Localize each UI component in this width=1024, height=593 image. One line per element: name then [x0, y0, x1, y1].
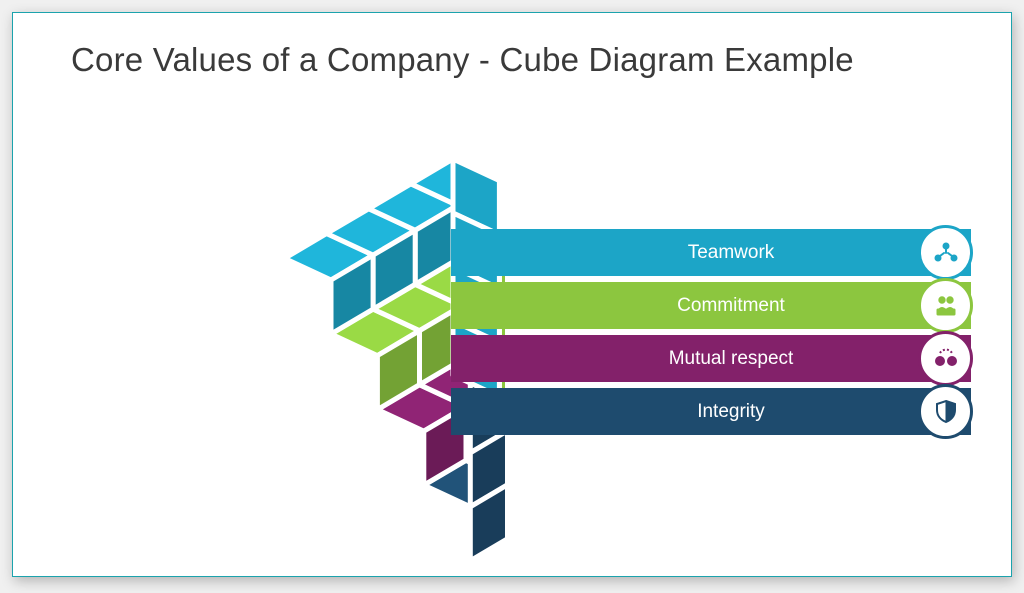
value-bar-label: Teamwork: [688, 242, 775, 264]
teamwork-icon: [918, 225, 973, 280]
value-bar: Teamwork: [451, 229, 971, 276]
value-bar-label: Integrity: [697, 401, 765, 423]
value-bar-label: Commitment: [677, 295, 785, 317]
page-title: Core Values of a Company - Cube Diagram …: [71, 41, 854, 79]
value-bar: Integrity: [451, 388, 971, 435]
shield-icon: [918, 384, 973, 439]
value-bar-label: Mutual respect: [669, 348, 794, 370]
respect-icon: [918, 331, 973, 386]
slide: Core Values of a Company - Cube Diagram …: [12, 12, 1012, 577]
value-bars: Teamwork Commitment Mutual respect Integrit…: [451, 229, 971, 441]
value-bar: Commitment: [451, 282, 971, 329]
value-bar: Mutual respect: [451, 335, 971, 382]
commitment-icon: [918, 278, 973, 333]
cube-diagram: [85, 141, 505, 541]
